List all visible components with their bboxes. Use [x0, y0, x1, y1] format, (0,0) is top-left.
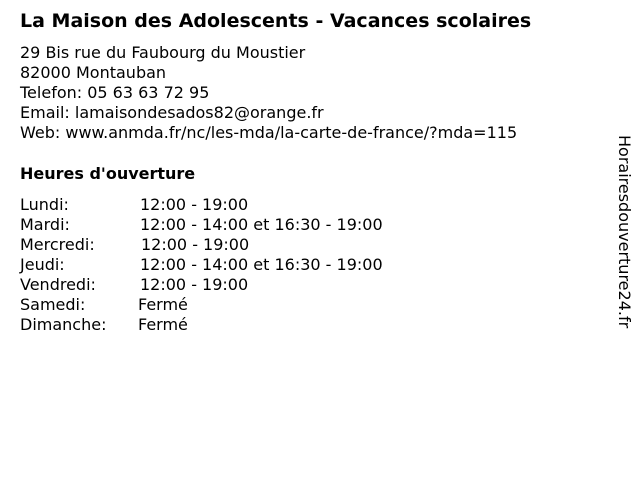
day-hours: Fermé — [138, 295, 188, 314]
phone: Telefon: 05 63 63 72 95 — [20, 83, 210, 102]
city: 82000 Montauban — [20, 63, 167, 82]
hours-row-saturday: Samedi: Fermé — [20, 295, 188, 315]
day-label: Lundi: — [20, 195, 69, 214]
address-block: 29 Bis rue du Faubourg du Moustier 82000… — [20, 43, 517, 143]
day-hours: 12:00 - 19:00 — [140, 275, 249, 294]
day-hours: 12:00 - 14:00 et 16:30 - 19:00 — [140, 215, 383, 234]
day-label: Vendredi: — [20, 275, 96, 294]
site-watermark: Horairesdouverture24.fr — [615, 135, 634, 329]
hours-table: Lundi: 12:00 - 19:00 Mardi: 12:00 - 14:00 … — [20, 195, 383, 335]
hours-row-monday: Lundi: 12:00 - 19:00 — [20, 195, 248, 215]
hours-row-wednesday: Mercredi: 12:00 - 19:00 — [20, 235, 249, 255]
day-label: Mercredi: — [20, 235, 95, 254]
hours-row-friday: Vendredi: 12:00 - 19:00 — [20, 275, 248, 295]
day-label: Mardi: — [20, 215, 70, 234]
day-label: Jeudi: — [20, 255, 65, 274]
day-hours: 12:00 - 14:00 et 16:30 - 19:00 — [140, 255, 383, 274]
email: Email: lamaisondesados82@orange.fr — [20, 103, 324, 122]
day-hours: Fermé — [138, 315, 188, 334]
hours-row-tuesday: Mardi: 12:00 - 14:00 et 16:30 - 19:00 — [20, 215, 383, 235]
page-title: La Maison des Adolescents - Vacances sco… — [20, 10, 532, 32]
hours-row-thursday: Jeudi: 12:00 - 14:00 et 16:30 - 19:00 — [20, 255, 383, 275]
day-hours: 12:00 - 19:00 — [140, 195, 249, 214]
street: 29 Bis rue du Faubourg du Moustier — [20, 43, 306, 62]
day-hours: 12:00 - 19:00 — [141, 235, 250, 254]
website: Web: www.anmda.fr/nc/les-mda/la-carte-de… — [20, 123, 518, 142]
day-label: Dimanche: — [20, 315, 107, 334]
day-label: Samedi: — [20, 295, 86, 314]
hours-heading: Heures d'ouverture — [20, 164, 196, 183]
hours-row-sunday: Dimanche: Fermé — [20, 315, 188, 335]
